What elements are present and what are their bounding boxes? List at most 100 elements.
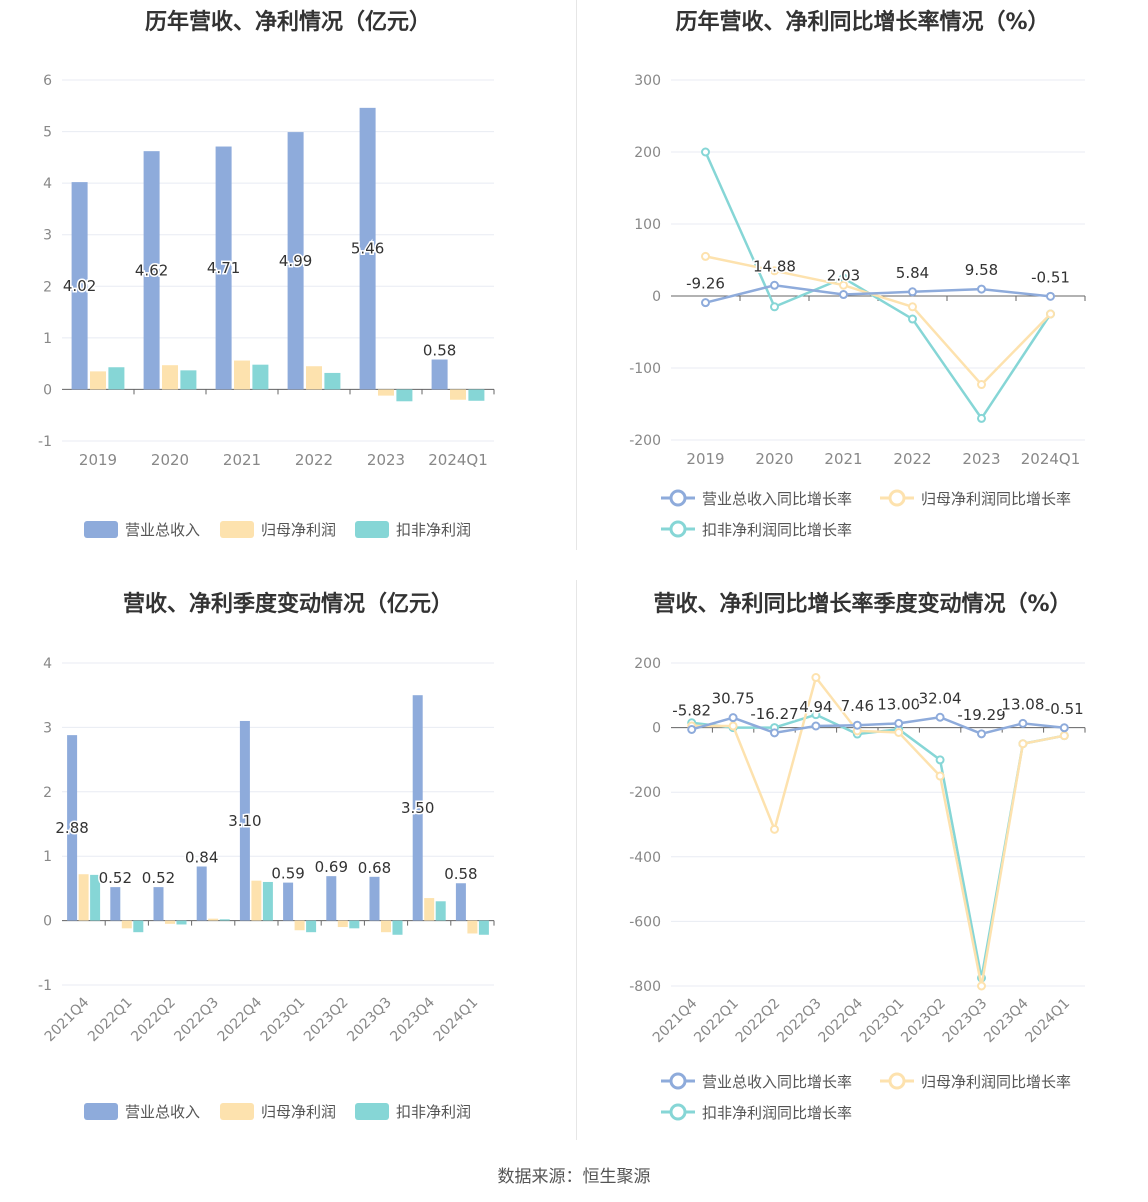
y-tick-label: -200	[629, 433, 661, 449]
quarterly-revenue-profit-chart: -1012342021Q42022Q12022Q22022Q32022Q4202…	[38, 656, 495, 1121]
data-label: 13.08	[1001, 695, 1044, 713]
x-tick-label: 2022Q4	[215, 994, 266, 1045]
annual-revenue-profit-chart: -1 0 1 2 3 4 5 6 2019 2020 2021 2022 2023 2024Q1 4.02 4…	[38, 73, 495, 539]
data-point	[770, 266, 779, 276]
x-tick-label: 2019	[686, 450, 724, 468]
data-point	[1018, 718, 1028, 728]
legend-swatch	[84, 1103, 118, 1120]
y-tick-label: 0	[43, 914, 52, 930]
y-tick-label: 2	[43, 785, 52, 801]
data-label: -0.51	[1045, 700, 1084, 718]
legend-swatch	[84, 521, 118, 538]
legend-label: 扣非净利润	[396, 1103, 471, 1121]
y-tick-label: 5	[43, 125, 52, 141]
y-tick-label: 200	[634, 145, 661, 161]
x-tick-label: 2023Q1	[857, 996, 908, 1047]
legend-label: 扣非净利润同比增长率	[702, 521, 852, 539]
data-point	[1046, 291, 1055, 301]
chart-title: 营收、净利季度变动情况（亿元）	[122, 592, 453, 617]
data-point	[908, 287, 917, 297]
data-label: 0.84	[185, 849, 218, 867]
bar-net-profit	[424, 898, 435, 921]
bar-revenue	[326, 876, 337, 921]
bar-revenue	[196, 866, 207, 921]
data-point	[701, 147, 710, 157]
annual-growth-chart: -200 -100 0 100 200 300 2019 2020 2021 2022 2023 20…	[629, 73, 1086, 539]
x-tick-label: 2023	[367, 451, 405, 469]
y-tick-label: 4	[43, 176, 52, 192]
bar-revenue	[369, 876, 380, 921]
data-label: 4.94	[799, 698, 832, 716]
data-point	[908, 302, 917, 312]
series-line-deducted-profit-growth	[704, 151, 1052, 421]
data-point	[977, 413, 986, 423]
x-tick-label: 2024Q1	[428, 451, 488, 469]
legend-label: 归母净利润同比增长率	[921, 490, 1071, 508]
legend-marker	[888, 489, 906, 507]
x-tick-label: 2023Q3	[344, 995, 395, 1046]
bar-deducted-profit	[108, 367, 125, 390]
bar-net-profit	[165, 920, 175, 924]
bar-net-profit	[467, 920, 478, 934]
x-tick-label: 2023	[962, 450, 1000, 468]
data-point	[811, 673, 821, 683]
y-tick-label: 1	[43, 849, 52, 865]
x-tick-label: 2021Q4	[42, 994, 93, 1045]
data-point	[770, 302, 779, 312]
data-label: 4.02	[63, 277, 96, 295]
x-tick-label: 2023Q1	[258, 995, 309, 1046]
x-tick-label: 2023Q4	[387, 994, 438, 1045]
data-point	[977, 981, 986, 991]
divider-bottom	[576, 580, 577, 1140]
x-tick-label: 2023Q4	[981, 995, 1032, 1046]
bar-deducted-profit	[349, 920, 360, 929]
data-label: -9.26	[686, 275, 725, 293]
bar-net-profit	[251, 880, 262, 921]
data-point	[811, 710, 821, 720]
data-label: -0.51	[1031, 268, 1070, 286]
data-point	[977, 284, 986, 294]
bar-net-profit	[381, 920, 391, 933]
data-point	[839, 290, 848, 300]
data-label: 4.71	[207, 259, 240, 277]
legend-marker	[669, 1103, 687, 1121]
legend-label: 营业总收入	[125, 1103, 200, 1121]
bar-deducted-profit	[176, 920, 187, 925]
bar-revenue	[412, 695, 423, 921]
bar-net-profit	[208, 918, 219, 921]
series-line-revenue-growth	[691, 715, 1065, 736]
x-tick-label: 2024Q1	[1021, 450, 1081, 468]
bar-deducted-profit	[468, 389, 485, 401]
x-tick-label: 2022Q4	[816, 995, 867, 1046]
y-tick-label: 6	[43, 73, 52, 89]
data-label: 13.00	[877, 695, 920, 713]
bar-revenue	[71, 182, 88, 390]
data-point	[1046, 309, 1055, 319]
bar-revenue	[239, 720, 250, 921]
bar-net-profit	[306, 366, 322, 390]
data-label: 7.46	[841, 697, 874, 715]
bar-revenue	[110, 887, 121, 921]
bar-revenue	[153, 887, 164, 921]
bar-deducted-profit	[90, 874, 101, 921]
data-point	[811, 721, 821, 731]
chart-panel-annual-growth: 历年营收、净利同比增长率情况（%） -200 -100 0 100 200 300 2019…	[577, 0, 1148, 560]
bar-deducted-profit	[392, 920, 403, 935]
x-tick-label: 2022Q1	[85, 995, 136, 1046]
data-label: -16.27	[750, 705, 798, 723]
data-label: 3.50	[401, 799, 434, 817]
data-point	[770, 824, 779, 834]
data-label: 5.46	[351, 240, 384, 258]
bar-deducted-profit	[324, 372, 341, 390]
data-point	[894, 718, 904, 728]
y-tick-label: 1	[43, 331, 52, 347]
data-point	[935, 771, 945, 781]
legend-label: 营业总收入	[125, 521, 200, 539]
data-label: 0.52	[99, 869, 132, 887]
data-point	[770, 728, 779, 738]
y-tick-label: 0	[652, 289, 661, 305]
x-tick-label: 2023Q2	[301, 995, 352, 1046]
data-label: 14.88	[753, 257, 796, 275]
y-tick-label: 300	[634, 73, 661, 89]
bar-deducted-profit	[133, 920, 144, 933]
